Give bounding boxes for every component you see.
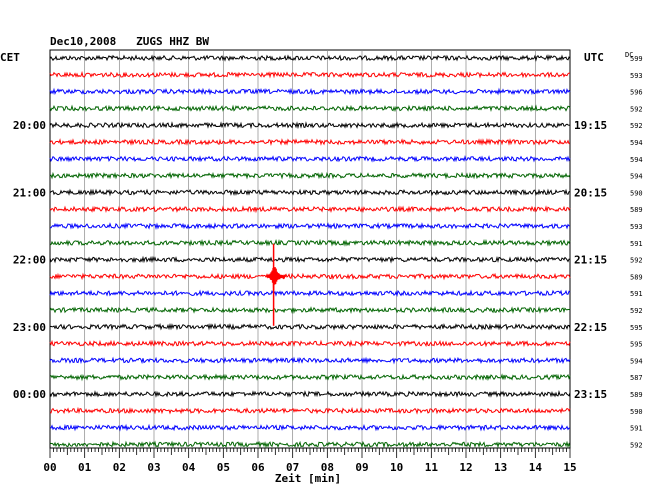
x-tick-label: 13 (494, 461, 507, 474)
dc-values-column: 599 593 596 592 592 594 594 594 590 589 593 591 592 5… (630, 55, 643, 449)
trace-19 (49, 373, 571, 382)
utc-hour-label: 21:15 (574, 254, 607, 267)
dc-value: 589 (630, 206, 643, 214)
trace-0 (49, 54, 571, 62)
event-burst (265, 267, 287, 291)
cet-hour-label: 23:00 (13, 321, 46, 334)
x-tick-label: 09 (355, 461, 368, 474)
utc-hour-label: 20:15 (574, 186, 607, 199)
x-tick-label: 10 (390, 461, 403, 474)
dc-value: 599 (630, 55, 643, 63)
trace-10 (49, 222, 571, 231)
trace-9 (49, 205, 571, 214)
trace-8 (49, 188, 571, 197)
right-timezone-label: UTC (584, 51, 604, 64)
x-tick-label: 12 (459, 461, 472, 474)
utc-hour-label: 19:15 (574, 119, 607, 132)
x-tick-label: 00 (43, 461, 56, 474)
x-tick-label: 11 (425, 461, 439, 474)
trace-18 (49, 356, 571, 365)
x-axis: 00 01 02 03 04 05 06 07 08 09 10 11 12 13 14 15 (43, 448, 577, 474)
dc-value: 592 (630, 257, 643, 265)
x-tick-label: 07 (286, 461, 299, 474)
x-tick-label: 14 (529, 461, 543, 474)
x-tick-label: 02 (113, 461, 126, 474)
dc-value: 592 (630, 105, 643, 113)
trace-7 (49, 171, 571, 180)
trace-13 (49, 272, 571, 281)
cet-hour-label: 20:00 (13, 119, 46, 132)
trace-14 (49, 289, 571, 298)
trace-22 (49, 423, 571, 432)
x-tick-label: 06 (251, 461, 265, 474)
trace-1 (49, 70, 571, 79)
cet-hour-label: 22:00 (13, 254, 46, 267)
chart-title: Dec10,2008 ZUGS HHZ BW (50, 35, 209, 48)
dc-value: 589 (630, 391, 643, 399)
trace-12 (49, 255, 571, 264)
trace-5 (49, 138, 571, 147)
dc-value: 592 (630, 441, 643, 449)
x-tick-label: 01 (78, 461, 92, 474)
trace-3 (49, 104, 571, 113)
dc-value: 591 (630, 240, 643, 248)
dc-value: 596 (630, 89, 643, 97)
x-tick-label: 08 (321, 461, 334, 474)
dc-label: DC (625, 51, 633, 59)
dc-value: 593 (630, 72, 643, 80)
dc-value: 590 (630, 408, 643, 416)
trace-23 (49, 440, 571, 449)
utc-hour-label: 23:15 (574, 388, 607, 401)
dc-value: 592 (630, 122, 643, 130)
trace-17 (49, 339, 571, 348)
dc-value: 591 (630, 290, 643, 298)
cet-hour-label: 21:00 (13, 186, 46, 199)
utc-hour-labels: 19:15 20:15 21:15 22:15 23:15 (574, 119, 607, 401)
cet-hour-labels: 20:00 21:00 22:00 23:00 00:00 (13, 119, 46, 401)
left-timezone-label: CET (0, 51, 20, 64)
cet-hour-label: 00:00 (13, 388, 46, 401)
seismic-traces (49, 54, 571, 449)
plot-frame (49, 49, 571, 449)
dc-value: 595 (630, 324, 643, 332)
dc-value: 593 (630, 223, 643, 231)
dc-value: 594 (630, 156, 643, 164)
dc-value: 594 (630, 139, 643, 147)
dc-value: 589 (630, 273, 643, 281)
x-tick-label: 03 (147, 461, 160, 474)
x-tick-label: 15 (563, 461, 576, 474)
trace-2 (49, 87, 571, 96)
x-tick-label: 05 (217, 461, 230, 474)
dc-value: 594 (630, 173, 643, 181)
trace-21 (49, 406, 571, 415)
utc-hour-label: 22:15 (574, 321, 607, 334)
trace-11 (49, 238, 571, 247)
trace-20 (49, 390, 571, 398)
dc-value: 595 (630, 341, 643, 349)
x-tick-label: 04 (182, 461, 196, 474)
dc-value: 587 (630, 374, 643, 382)
dc-value: 592 (630, 307, 643, 315)
dc-value: 590 (630, 189, 643, 197)
minute-gridlines (84, 50, 536, 448)
trace-16 (49, 322, 571, 331)
dc-value: 591 (630, 425, 643, 433)
trace-15 (49, 306, 571, 315)
trace-4 (49, 121, 571, 130)
x-axis-label: Zeit [min] (275, 472, 341, 485)
dc-value: 594 (630, 357, 643, 365)
trace-6 (49, 155, 571, 163)
